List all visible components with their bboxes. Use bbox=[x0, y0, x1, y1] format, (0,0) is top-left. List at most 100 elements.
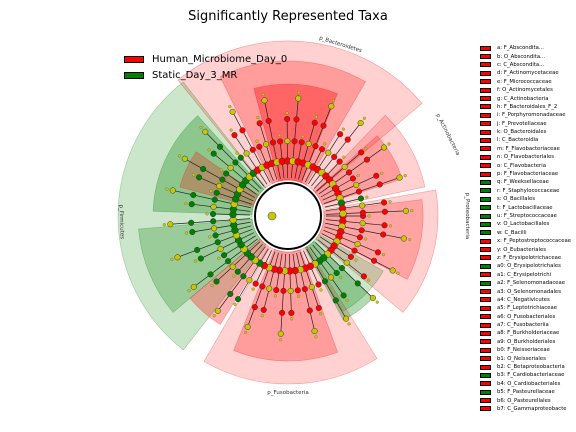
key-label: r: F_Staphylococcaceae bbox=[497, 187, 560, 194]
taxon-node bbox=[194, 246, 201, 254]
taxon-node bbox=[211, 196, 218, 203]
key-swatch bbox=[480, 54, 491, 60]
taxon-node bbox=[246, 277, 253, 284]
key-item: m: F_Flavobacteriaceae bbox=[480, 145, 576, 153]
leaf-node bbox=[210, 284, 214, 288]
key-label: k: O_Bacteroidales bbox=[497, 129, 547, 136]
taxon-node bbox=[301, 286, 308, 293]
key-label: h: F_Bacteroidales_F_2 bbox=[497, 103, 558, 110]
taxon-node bbox=[311, 119, 318, 126]
leaf-node bbox=[278, 338, 282, 342]
legend: Human_Microbiome_Day_0 Static_Day_3_MR bbox=[124, 51, 287, 83]
key-label: a2: F_Selenomonadaceae bbox=[497, 280, 566, 287]
taxon-node bbox=[354, 280, 361, 287]
taxon-node bbox=[219, 176, 226, 183]
key-swatch bbox=[480, 171, 491, 177]
key-item: b5: F_Pasteurellaceae bbox=[480, 388, 576, 396]
taxon-node bbox=[295, 95, 302, 102]
leaf-node bbox=[207, 148, 211, 152]
taxon-node bbox=[216, 183, 223, 190]
taxon-node bbox=[293, 116, 300, 123]
key-label: v: O_Lactobacillales bbox=[497, 221, 550, 228]
key-label: z: F_Erysipelotrichaceae bbox=[497, 254, 562, 261]
taxon-node bbox=[279, 309, 286, 316]
leaf-node bbox=[339, 276, 343, 280]
key-label: a8: F_Burkholderiaceae bbox=[497, 330, 560, 337]
taxon-node bbox=[225, 258, 232, 265]
key-item: l: C_Bacteroidia bbox=[480, 136, 576, 144]
key-label: b3: F_Cardiobacteriaceae bbox=[497, 372, 565, 379]
leaf-node bbox=[354, 258, 358, 262]
clade-sector bbox=[189, 238, 270, 325]
taxon-node bbox=[244, 323, 251, 330]
leaf-node bbox=[347, 322, 351, 326]
taxon-node bbox=[396, 174, 403, 181]
key-item: g: C_Actinobacteria bbox=[480, 94, 576, 102]
leaf-node bbox=[381, 253, 386, 257]
taxon-node bbox=[266, 285, 273, 292]
taxon-node bbox=[333, 269, 340, 277]
leaf-node bbox=[184, 231, 188, 235]
branch bbox=[325, 219, 385, 226]
leaf-node bbox=[387, 142, 391, 146]
branch bbox=[299, 251, 320, 309]
taxon-node bbox=[359, 202, 366, 209]
taxon-node bbox=[363, 156, 371, 163]
branch bbox=[325, 202, 385, 212]
key-swatch bbox=[480, 280, 491, 286]
taxon-node bbox=[217, 245, 224, 252]
key-label: a: F_Abscondita... bbox=[497, 45, 544, 52]
taxon-node bbox=[288, 309, 295, 316]
key-swatch bbox=[480, 322, 491, 328]
leaf-node bbox=[375, 300, 379, 304]
clade-label: p_Firmicutes bbox=[118, 204, 125, 239]
key-label: a0: O_Erysipelotrichales bbox=[497, 263, 561, 270]
taxon-node bbox=[252, 280, 259, 287]
leaf-node bbox=[273, 294, 277, 298]
key-item: j: F_Prevotellaceae bbox=[480, 120, 576, 128]
taxon-node bbox=[237, 154, 244, 161]
taxon-node bbox=[277, 330, 284, 337]
key-swatch bbox=[480, 230, 491, 236]
taxon-node bbox=[346, 169, 353, 176]
key-item: u: F_Streptococcaceae bbox=[480, 212, 576, 220]
key-item: b7: C_Gammaproteobacte bbox=[480, 405, 576, 413]
leaf-node bbox=[319, 288, 323, 292]
key-swatch bbox=[480, 272, 491, 278]
leaf-node bbox=[342, 155, 346, 159]
key-item: z: F_Erysipelotrichaceae bbox=[480, 254, 576, 262]
leaf-node bbox=[177, 154, 182, 158]
key-swatch bbox=[480, 96, 491, 102]
taxon-node bbox=[181, 155, 188, 162]
key-item: b2: C_Betaproteobacteria bbox=[480, 363, 576, 371]
taxon-node bbox=[190, 191, 197, 199]
taxon-node bbox=[291, 138, 298, 145]
taxon-node bbox=[231, 132, 238, 139]
taxon-node bbox=[354, 241, 361, 248]
taxon-node bbox=[209, 210, 217, 218]
leaf-node bbox=[380, 171, 384, 175]
root-ring bbox=[254, 182, 322, 250]
key-label: b5: F_Pasteurellaceae bbox=[497, 389, 555, 396]
leaf-node bbox=[229, 128, 233, 132]
taxon-node bbox=[380, 231, 387, 238]
taxon-node bbox=[213, 278, 220, 285]
legend-item-human: Human_Microbiome_Day_0 bbox=[124, 51, 287, 67]
root-node bbox=[267, 211, 277, 221]
branch bbox=[234, 134, 268, 185]
leaf-node bbox=[410, 209, 414, 213]
taxon-node bbox=[214, 239, 221, 246]
key-label: a4: C_Negativicutes bbox=[497, 296, 550, 303]
leaf-node bbox=[388, 224, 393, 228]
key-swatch bbox=[480, 305, 491, 311]
branch bbox=[322, 175, 377, 201]
key-swatch bbox=[480, 289, 491, 295]
leaf-node bbox=[212, 314, 216, 318]
key-item: s: O_Bacillales bbox=[480, 195, 576, 203]
taxon-node bbox=[284, 137, 291, 145]
key-item: a8: F_Burkholderiaceae bbox=[480, 329, 576, 337]
key-label: b6: O_Pasteurellales bbox=[497, 397, 551, 404]
taxon-node bbox=[227, 290, 234, 298]
key-label: s: O_Bacillales bbox=[497, 196, 535, 203]
key-swatch bbox=[480, 213, 491, 219]
